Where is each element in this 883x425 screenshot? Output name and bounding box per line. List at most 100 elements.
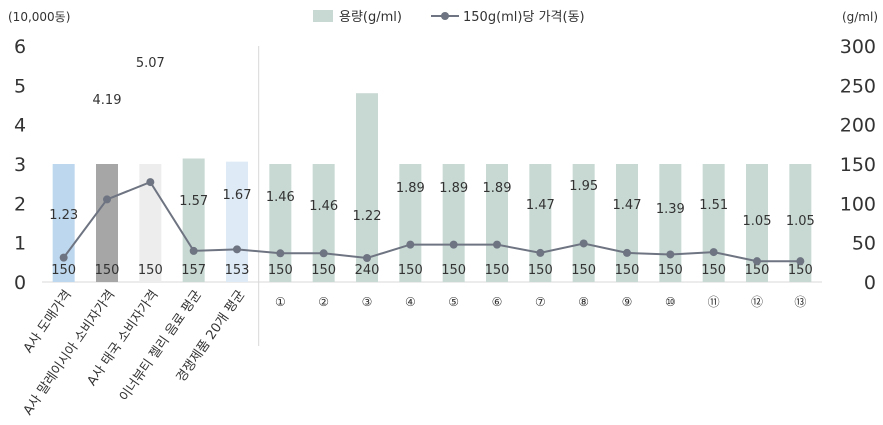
price-point-5 [233,245,241,254]
bar-value-label: 150 [138,263,163,278]
price-line [62,180,801,263]
category-label: ⑥ [492,295,503,309]
bar-value-label: 150 [51,263,76,278]
price-point-17 [753,257,761,266]
price-point-11 [493,240,501,249]
left-tick-label: 3 [14,154,26,176]
bar-value-label: 150 [441,263,466,278]
price-point-10 [449,240,458,249]
category-label: ⑬ [794,295,806,309]
bar-8 [356,93,378,282]
bar-13 [572,164,595,282]
bar-value-label: 150 [485,263,510,278]
bar-value-label: 240 [355,263,380,278]
price-point-2 [103,195,111,204]
bar-value-label: 150 [745,263,770,278]
line-value-label: 1.57 [179,194,208,209]
price-point-14 [623,248,631,257]
left-tick-label: 4 [14,115,26,137]
right-axis-unit: (g/ml) [842,10,878,24]
price-point-16 [709,248,718,257]
right-tick-label: 50 [852,233,876,255]
price-point-8 [363,254,371,263]
left-tick-label: 1 [14,233,26,255]
category-label: ⑪ [708,295,720,309]
bar-value-label: 150 [528,263,553,278]
bar-3 [139,164,162,282]
line-value-label: 1.39 [656,202,685,217]
price-point-1 [59,253,68,262]
left-tick-label: 5 [14,75,26,97]
bar-value-label: 150 [398,263,423,278]
price-point-9 [406,240,415,249]
right-tick-label: 250 [840,75,876,97]
price-point-7 [319,249,328,258]
category-label: ⑦ [535,295,546,309]
bar-value-label: 150 [788,263,813,278]
left-axis-unit: (10,000동) [8,10,70,24]
left-tick-label: 0 [14,272,26,294]
right-tick-label: 0 [864,272,876,294]
category-label: ② [318,295,329,309]
bar-value-label: 150 [658,263,683,278]
category-label: ⑤ [448,295,459,309]
line-value-label: 1.89 [396,181,425,196]
line-value-label: 1.05 [786,214,815,229]
line-value-label: 1.95 [569,179,598,194]
category-label: ⑩ [665,295,676,309]
line-value-label: 1.47 [526,198,555,213]
bar-value-label: 150 [311,263,336,278]
right-tick-label: 100 [840,193,876,215]
category-label: ⑧ [578,295,589,309]
bar-value-label: 153 [225,263,250,278]
bar-10 [442,164,465,282]
bar-15 [659,164,682,282]
right-tick-label: 300 [840,36,876,58]
bar-value-label: 150 [268,263,293,278]
price-point-3 [146,178,155,187]
line-value-label: 1.46 [266,190,295,205]
legend-swatch-point [441,12,449,20]
bar-11 [486,164,508,282]
line-value-label: 1.47 [613,198,642,213]
bar-9 [399,164,422,282]
bar-1 [52,164,75,282]
bar-18 [789,164,812,282]
line-value-label: 5.07 [136,56,165,71]
legend-label-bar: 용량(g/ml) [339,10,402,25]
line-value-label: 1.67 [223,188,252,203]
bar-value-label: 150 [95,263,120,278]
line-value-label: 1.23 [49,208,78,223]
bar-value-label: 150 [571,263,596,278]
right-tick-label: 200 [840,115,876,137]
line-value-label: 1.89 [483,181,512,196]
bar-value-label: 150 [615,263,640,278]
bar-value-label: 157 [181,263,206,278]
category-label: ④ [405,295,416,309]
bar-5 [226,161,248,282]
line-value-label: 1.51 [699,198,728,213]
category-label: ① [275,295,286,309]
line-value-label: 1.89 [439,181,468,196]
category-label: ③ [362,295,373,309]
line-value-label: 4.19 [93,93,122,108]
line-value-label: 1.46 [309,199,338,214]
category-label: ⑫ [751,295,763,309]
legend-label-line: 150g(ml)당 가격(동) [463,10,585,25]
left-tick-label: 6 [14,36,26,58]
price-point-15 [666,250,675,259]
price-point-18 [796,257,805,266]
price-point-6 [276,249,285,258]
price-point-4 [189,246,198,255]
bar-value-label: 150 [701,263,726,278]
price-point-12 [536,248,545,257]
left-tick-label: 2 [14,193,26,215]
category-label: ⑨ [622,295,633,309]
right-tick-label: 150 [840,154,876,176]
category-label: 이너뷰티 젤리 음료 평균 [117,288,205,405]
bar-2 [96,164,118,282]
line-value-label: 1.22 [353,209,382,224]
price-point-13 [579,239,588,248]
